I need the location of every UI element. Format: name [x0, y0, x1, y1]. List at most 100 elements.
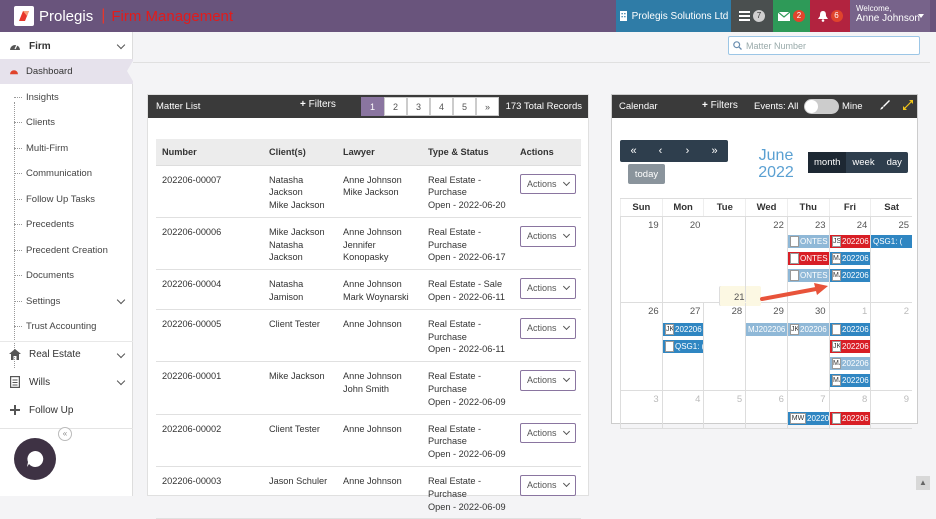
matter-search-field[interactable]	[728, 36, 920, 55]
calendar-day[interactable]: 20	[661, 217, 704, 302]
table-row[interactable]: 202206-00006 Mike Jackson Natasha Jackson A…	[156, 217, 581, 271]
user-menu[interactable]: Welcome, Anne Johnson	[850, 0, 930, 32]
page-button-4[interactable]: 4	[430, 97, 453, 116]
calendar-day[interactable]: 27	[661, 303, 704, 390]
sidebar-item-multi-firm[interactable]: Multi-Firm	[0, 136, 133, 161]
table-row[interactable]: 202206-00005 Client Tester Anne Johnson Rea…	[156, 309, 581, 363]
tasks-button[interactable]: 7	[731, 0, 773, 32]
messages-button[interactable]: 2	[773, 0, 810, 32]
sidebar-item-precedent-creation[interactable]: Precedent Creation	[0, 238, 133, 263]
next-year-button[interactable]: »	[711, 145, 718, 157]
sidebar-section-follow-up[interactable]: Follow Up	[0, 397, 133, 423]
scroll-to-top-button[interactable]: ▲	[916, 476, 930, 490]
calendar-day[interactable]: 8	[828, 391, 871, 428]
collapse-sidebar-button[interactable]: «	[58, 427, 72, 441]
calendar-day[interactable]: 24	[828, 217, 871, 302]
calendar-day-today[interactable]: 21	[719, 286, 762, 306]
actions-dropdown-button[interactable]: Actions	[520, 475, 576, 496]
calendar-day[interactable]: 28	[703, 303, 745, 390]
calendar-day[interactable]: 25	[870, 217, 912, 302]
paint-brush-icon[interactable]	[880, 100, 890, 113]
next-month-button[interactable]: ›	[685, 145, 690, 157]
chat-launcher-button[interactable]	[14, 438, 56, 480]
calendar-event[interactable]: QSG1: (	[663, 340, 703, 353]
sidebar-item-trust-accounting[interactable]: Trust Accounting	[0, 314, 133, 339]
calendar-day[interactable]: 3	[620, 391, 662, 428]
expand-icon[interactable]	[903, 100, 913, 113]
calendar-day[interactable]: 23	[786, 217, 829, 302]
sidebar-item-precedents[interactable]: Precedents	[0, 212, 133, 237]
calendar-day[interactable]: 2	[870, 303, 912, 390]
sidebar-item-settings[interactable]: Settings	[0, 289, 133, 314]
calendar-event[interactable]: MJ202206	[830, 374, 870, 387]
column-header-lawyer[interactable]: Lawyer	[337, 139, 422, 166]
actions-dropdown-button[interactable]: Actions	[520, 422, 576, 444]
calendar-event[interactable]: JK202206	[830, 340, 870, 353]
actions-dropdown-button[interactable]: Actions	[520, 225, 576, 247]
calendar-event[interactable]: QSG1: (	[871, 235, 912, 248]
sidebar-item-insights[interactable]: Insights	[0, 85, 133, 110]
calendar-day[interactable]: 7	[786, 391, 829, 428]
view-day-button[interactable]: day	[886, 157, 902, 168]
prev-year-button[interactable]: «	[630, 145, 637, 157]
actions-dropdown-button[interactable]: Actions	[520, 173, 576, 195]
page-button-1[interactable]: 1	[361, 97, 384, 116]
calendar-day[interactable]: 26	[620, 303, 662, 390]
sidebar-section-firm[interactable]: Firm	[0, 33, 133, 59]
view-week-button[interactable]: week	[852, 157, 875, 168]
sidebar-section-wills[interactable]: Wills	[0, 369, 133, 395]
sidebar-item-communication[interactable]: Communication	[0, 161, 133, 186]
calendar-day[interactable]: 6	[745, 391, 787, 428]
calendar-event[interactable]: JK202206	[788, 323, 829, 336]
calendar-event[interactable]: ONTES	[788, 235, 829, 248]
matter-filters-button[interactable]: + Filters	[300, 99, 336, 110]
actions-dropdown-button[interactable]: Actions	[520, 278, 576, 300]
calendar-day[interactable]: 29	[745, 303, 787, 390]
actions-dropdown-button[interactable]: Actions	[520, 370, 576, 392]
calendar-event[interactable]: MJ202206	[746, 323, 787, 336]
page-button-3[interactable]: 3	[407, 97, 430, 116]
sidebar-item-dashboard[interactable]: Dashboard	[0, 59, 134, 84]
calendar-day[interactable]: 19	[620, 217, 662, 302]
table-row[interactable]: 202206-00003 Jason Schuler Anne Johnson Rea…	[156, 466, 581, 519]
column-header-number[interactable]: Number	[156, 139, 263, 166]
calendar-day[interactable]: 9	[870, 391, 912, 428]
sidebar-item-follow-up-tasks[interactable]: Follow Up Tasks	[0, 187, 133, 212]
table-row[interactable]: 202206-00001 Mike Jackson Anne Johnson John…	[156, 361, 581, 415]
prev-month-button[interactable]: ‹	[658, 145, 663, 157]
today-button[interactable]: today	[628, 164, 665, 184]
column-header-type-status[interactable]: Type & Status	[422, 139, 514, 166]
calendar-event[interactable]: 202206	[830, 412, 870, 425]
calendar-day[interactable]: 22	[745, 217, 787, 302]
actions-dropdown-button[interactable]: Actions	[520, 317, 576, 339]
column-header-clients[interactable]: Client(s)	[263, 139, 337, 166]
view-month-button[interactable]: month	[808, 152, 847, 173]
calendar-event[interactable]: MW202206	[788, 412, 829, 425]
firm-selector-button[interactable]: Prolegis Solutions Ltd	[616, 0, 731, 32]
notifications-button[interactable]: 6	[810, 0, 850, 32]
calendar-event[interactable]: JS202206	[830, 235, 870, 248]
table-row[interactable]: 202206-00007 Natasha Jackson Mike Jackson A…	[156, 165, 581, 218]
calendar-filters-button[interactable]: + Filters	[702, 100, 738, 111]
brand-logo[interactable]: Prolegis | Firm Management	[14, 6, 233, 26]
page-button-5[interactable]: 5	[453, 97, 476, 116]
calendar-day[interactable]: 1	[828, 303, 871, 390]
calendar-event[interactable]: ONTES	[788, 252, 829, 265]
table-row[interactable]: 202206-00002 Client Tester Anne Johnson Rea…	[156, 414, 581, 468]
calendar-day[interactable]: 4	[661, 391, 704, 428]
calendar-event[interactable]: ONTES	[788, 269, 829, 282]
calendar-event[interactable]: MJ202206	[830, 252, 870, 265]
sidebar-section-real-estate[interactable]: Real Estate	[0, 341, 133, 367]
calendar-day[interactable]: 5	[703, 391, 745, 428]
table-row[interactable]: 202206-00004 Natasha Jamison Anne Johnson M…	[156, 269, 581, 310]
calendar-event[interactable]: MJ202206	[830, 269, 870, 282]
events-mine-toggle[interactable]	[804, 99, 839, 114]
page-button-2[interactable]: 2	[384, 97, 407, 116]
calendar-event[interactable]: 202206	[830, 323, 870, 336]
page-next-button[interactable]: »	[476, 97, 499, 116]
calendar-event[interactable]: JK202206	[663, 323, 703, 336]
calendar-day[interactable]: 30	[786, 303, 829, 390]
matter-search-input[interactable]	[746, 40, 916, 51]
sidebar-item-clients[interactable]: Clients	[0, 110, 133, 135]
calendar-event[interactable]: MJ202206	[830, 357, 870, 370]
